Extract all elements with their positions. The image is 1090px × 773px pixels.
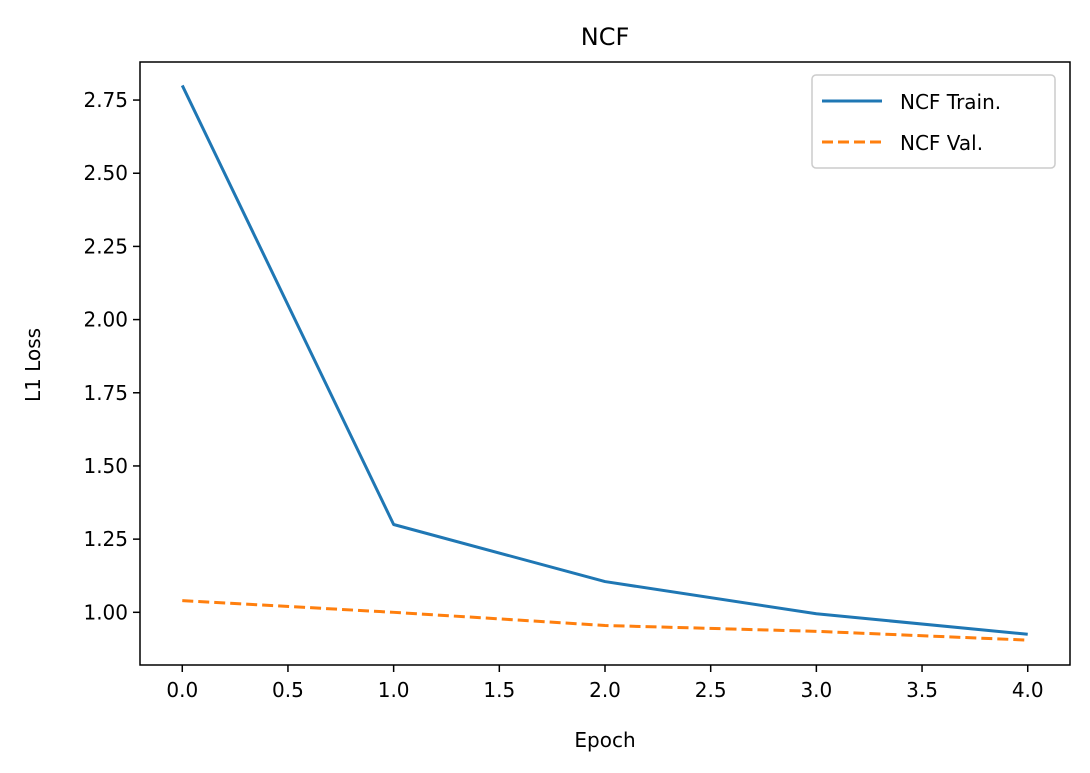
x-tick-label: 2.5 <box>695 678 727 702</box>
x-tick-label: 2.0 <box>589 678 621 702</box>
legend-box <box>811 74 1056 169</box>
x-tick-label: 3.5 <box>906 678 938 702</box>
y-axis-ticks: 1.00 1.25 1.50 1.75 2.00 2.25 2.50 2.75 <box>83 88 140 624</box>
x-tick-label: 1.5 <box>483 678 515 702</box>
x-tick-label: 3.0 <box>800 678 832 702</box>
x-axis-label: Epoch <box>574 728 635 752</box>
y-tick-label: 1.00 <box>83 600 128 624</box>
legend: NCF Train. NCF Val. <box>811 74 1056 169</box>
y-tick-label: 1.25 <box>83 527 128 551</box>
x-tick-label: 4.0 <box>1012 678 1044 702</box>
series-line-train <box>180 84 1028 636</box>
y-tick-label: 2.00 <box>83 308 128 332</box>
series-layer <box>180 84 1028 642</box>
x-tick-label: 1.0 <box>378 678 410 702</box>
legend-label-val: NCF Val. <box>900 131 983 155</box>
series-line-val <box>182 599 1028 642</box>
x-tick-label: 0.0 <box>166 678 198 702</box>
y-tick-label: 1.50 <box>83 454 128 478</box>
y-axis-label: L1 Loss <box>21 328 45 402</box>
y-tick-label: 2.75 <box>83 88 128 112</box>
y-tick-label: 1.75 <box>83 381 128 405</box>
x-tick-label: 0.5 <box>272 678 304 702</box>
legend-label-train: NCF Train. <box>900 90 1001 114</box>
x-axis-ticks: 0.0 0.5 1.0 1.5 2.0 2.5 3.0 3.5 4.0 <box>166 665 1044 702</box>
y-tick-label: 2.50 <box>83 161 128 185</box>
y-tick-label: 2.25 <box>83 234 128 258</box>
chart-title: NCF <box>581 23 630 51</box>
